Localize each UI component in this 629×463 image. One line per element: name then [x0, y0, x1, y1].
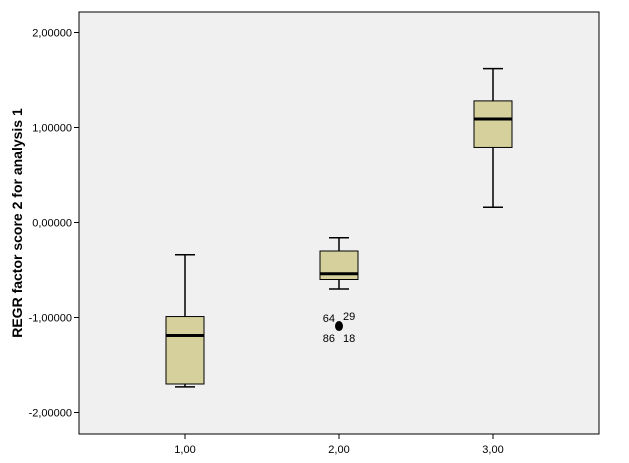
- outlier-point: [335, 321, 343, 332]
- outlier-label: 18: [343, 333, 355, 345]
- y-tick-label: -2,00000: [29, 408, 72, 420]
- y-axis: 2,00000 1,00000 0,00000 -1,00000 -2,00000: [29, 28, 79, 420]
- x-tick-label: 2,00: [328, 444, 349, 456]
- box-1: [165, 254, 205, 388]
- y-axis-label: REGR factor score 2 for analysis 1: [9, 108, 25, 338]
- iqr-box: [165, 316, 205, 385]
- x-axis: 1,00 2,00 3,00: [174, 434, 504, 456]
- outlier-label: 64: [323, 313, 335, 325]
- outlier-series: 64 29 86 18: [323, 311, 356, 345]
- box-3: [473, 67, 513, 209]
- outlier-label: 29: [343, 311, 355, 323]
- plot-area: [78, 11, 600, 435]
- y-tick-label: -1,00000: [29, 313, 72, 325]
- x-tick-label: 1,00: [174, 444, 195, 456]
- x-tick-label: 3,00: [482, 444, 503, 456]
- y-tick-label: 2,00000: [32, 28, 72, 40]
- outlier-label: 86: [323, 333, 335, 345]
- y-tick-label: 1,00000: [32, 123, 72, 135]
- box-series: [165, 67, 513, 388]
- y-tick-label: 0,00000: [32, 218, 72, 230]
- box-2: [319, 236, 359, 290]
- iqr-box: [473, 100, 513, 148]
